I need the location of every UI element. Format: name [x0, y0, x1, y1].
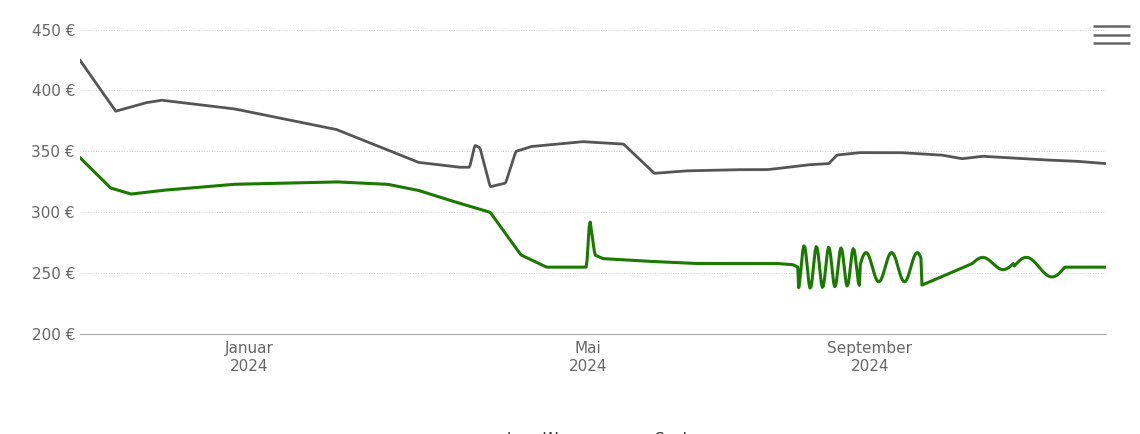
Legend: lose Ware, Sackware: lose Ware, Sackware: [450, 426, 735, 434]
